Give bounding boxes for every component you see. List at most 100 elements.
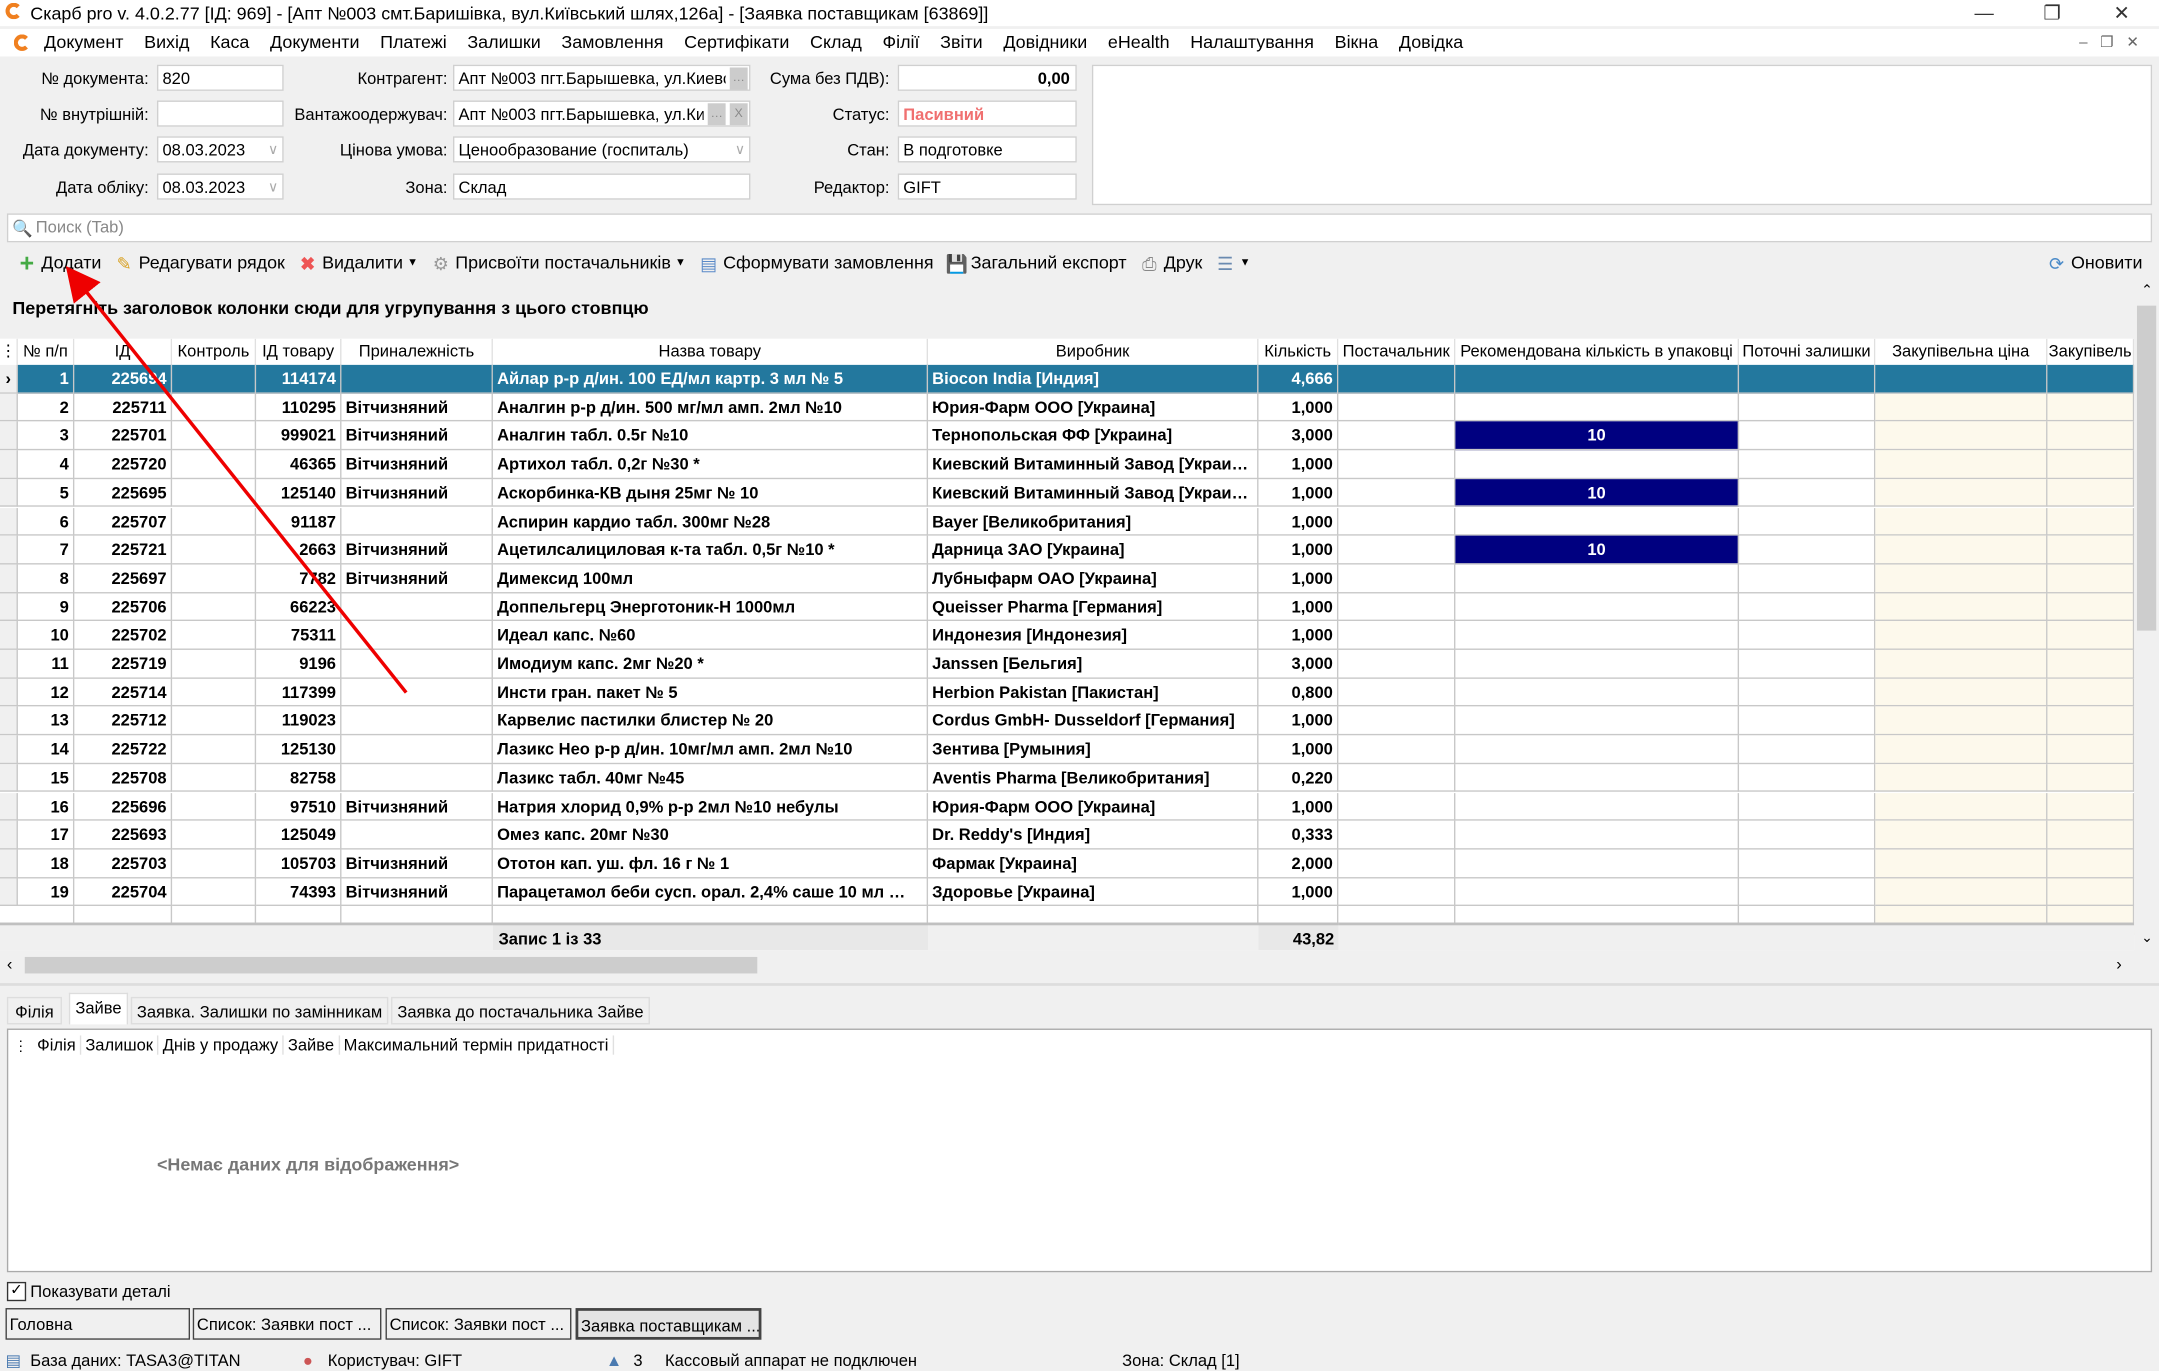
table-cell[interactable]: 2 [17, 393, 75, 422]
table-cell[interactable] [1875, 564, 2048, 593]
table-cell[interactable]: Димексид 100мл [492, 564, 929, 593]
table-cell[interactable] [1338, 820, 1456, 850]
table-cell[interactable] [1455, 678, 1740, 707]
table-cell[interactable]: Ототон кап. уш. фл. 16 г № 1 [492, 849, 929, 878]
table-cell[interactable] [1455, 564, 1740, 593]
table-cell[interactable] [1739, 393, 1876, 422]
column-header[interactable]: Контроль [172, 338, 257, 365]
table-cell[interactable]: Aventis Pharma [Великобритания] [928, 763, 1259, 793]
table-cell[interactable]: Идеал капс. №60 [492, 621, 929, 650]
row-indicator[interactable] [0, 535, 18, 565]
table-cell[interactable] [2047, 450, 2135, 479]
column-header[interactable]: Приналежність [341, 338, 493, 365]
detail-tab[interactable]: Зайве [68, 992, 129, 1025]
table-cell[interactable]: Натрия хлорид 0,9% р-р 2мл №10 небулы [492, 792, 929, 821]
table-cell[interactable] [2047, 763, 2135, 793]
table-cell[interactable]: 10 [17, 621, 75, 650]
table-cell[interactable]: Юрия-Фарм ООО [Украина] [928, 393, 1259, 422]
refresh-button[interactable]: ⟳ Оновити [2046, 249, 2142, 277]
table-cell[interactable] [1455, 792, 1740, 821]
table-cell[interactable] [172, 706, 257, 736]
table-cell[interactable]: Карвелис пастилки блистер № 20 [492, 706, 929, 736]
table-cell[interactable] [1455, 364, 1740, 394]
table-cell[interactable]: Инсти гран. пакет № 5 [492, 678, 929, 707]
row-indicator[interactable] [0, 621, 18, 650]
table-cell[interactable]: 46365 [256, 450, 342, 479]
column-chooser-icon[interactable]: ⋮ [13, 1039, 28, 1055]
column-header[interactable]: Виробник [928, 338, 1259, 365]
table-cell[interactable] [172, 792, 257, 821]
table-cell[interactable] [1739, 478, 1876, 508]
table-cell[interactable] [1739, 592, 1876, 622]
table-cell[interactable]: Доппельгерц Энерготоник-Н 1000мл [492, 592, 929, 622]
table-cell[interactable] [341, 592, 493, 622]
menu-item[interactable]: Залишки [467, 31, 541, 53]
table-cell[interactable] [341, 763, 493, 793]
table-cell[interactable]: 225693 [74, 820, 173, 850]
table-cell[interactable]: 125140 [256, 478, 342, 508]
table-cell[interactable] [1338, 450, 1456, 479]
table-cell[interactable] [1338, 592, 1456, 622]
table-cell[interactable]: Айлар р-р д/ин. 100 ЕД/мл картр. 3 мл № … [492, 364, 929, 394]
table-cell[interactable]: 14 [17, 735, 75, 764]
export-button[interactable]: 💾 Загальний експорт [946, 249, 1127, 277]
h-scroll-thumb[interactable] [24, 956, 758, 974]
table-cell[interactable]: 225701 [74, 421, 173, 451]
table-cell[interactable]: Bayer [Великобритания] [928, 507, 1259, 536]
column-chooser-icon[interactable]: ⋮ [0, 338, 18, 365]
table-cell[interactable] [1875, 849, 2048, 878]
table-cell[interactable] [1875, 792, 2048, 821]
table-cell[interactable]: 13 [17, 706, 75, 736]
table-cell[interactable]: 114174 [256, 364, 342, 394]
table-cell[interactable] [1875, 478, 2048, 508]
table-cell[interactable]: 1,000 [1258, 507, 1339, 536]
table-cell[interactable] [341, 621, 493, 650]
detail-tab[interactable]: Заявка. Залишки по замінникам [130, 996, 389, 1025]
table-cell[interactable] [1338, 763, 1456, 793]
table-cell[interactable]: 117399 [256, 678, 342, 707]
row-indicator[interactable]: › [0, 364, 18, 394]
menu-item[interactable]: eHealth [1107, 31, 1170, 53]
table-cell[interactable] [1338, 535, 1456, 565]
menu-item[interactable]: Склад [810, 31, 862, 53]
table-cell[interactable]: Аналгин р-р д/ин. 500 мг/мл амп. 2мл №10 [492, 393, 929, 422]
table-cell[interactable]: 225702 [74, 621, 173, 650]
table-cell[interactable] [1739, 877, 1876, 907]
table-cell[interactable]: Cordus GmbH- Dusseldorf [Германия] [928, 706, 1259, 736]
form-order-button[interactable]: ▤ Сформувати замовлення [698, 249, 933, 277]
table-cell[interactable] [341, 678, 493, 707]
table-cell[interactable]: Киевский Витаминный Завод [Украина] [928, 478, 1259, 508]
table-cell[interactable]: 225712 [74, 706, 173, 736]
doc-date-field[interactable]: 08.03.2023 ∨ [156, 136, 284, 163]
table-cell[interactable]: 15 [17, 763, 75, 793]
edit-row-button[interactable]: ✎ Редагувати рядок [114, 249, 285, 277]
table-cell[interactable]: Аналгин табл. 0.5г №10 [492, 421, 929, 451]
table-cell[interactable] [1338, 421, 1456, 451]
table-cell[interactable] [1739, 535, 1876, 565]
table-cell[interactable] [2047, 706, 2135, 736]
table-cell[interactable] [2047, 849, 2135, 878]
table-cell[interactable]: 225720 [74, 450, 173, 479]
table-cell[interactable]: 2,000 [1258, 849, 1339, 878]
scroll-down-icon[interactable]: ⌄ [2141, 930, 2153, 946]
detail-tab[interactable]: Заявка до постачальника Зайве [391, 996, 650, 1025]
detail-column-header[interactable]: Філія [33, 1035, 82, 1055]
window-tab[interactable]: Список: Заявки пост ... [385, 1308, 572, 1340]
table-cell[interactable] [1338, 792, 1456, 821]
table-cell[interactable] [2047, 507, 2135, 536]
table-cell[interactable]: 225708 [74, 763, 173, 793]
table-cell[interactable]: Лазикс табл. 40мг №45 [492, 763, 929, 793]
table-cell[interactable]: 1,000 [1258, 792, 1339, 821]
table-cell[interactable] [1739, 649, 1876, 679]
table-cell[interactable] [172, 421, 257, 451]
table-cell[interactable] [1455, 849, 1740, 878]
chevron-down-icon[interactable]: ∨ [268, 180, 279, 196]
menu-item[interactable]: Філії [882, 31, 920, 53]
table-cell[interactable] [2047, 364, 2135, 394]
scroll-right-icon[interactable]: › [2116, 954, 2122, 974]
table-cell[interactable]: Имодиум капс. 2мг №20 * [492, 649, 929, 679]
table-cell[interactable]: Омез капс. 20мг №30 [492, 820, 929, 850]
table-cell[interactable] [1455, 592, 1740, 622]
table-cell[interactable] [341, 706, 493, 736]
table-cell[interactable] [1739, 364, 1876, 394]
